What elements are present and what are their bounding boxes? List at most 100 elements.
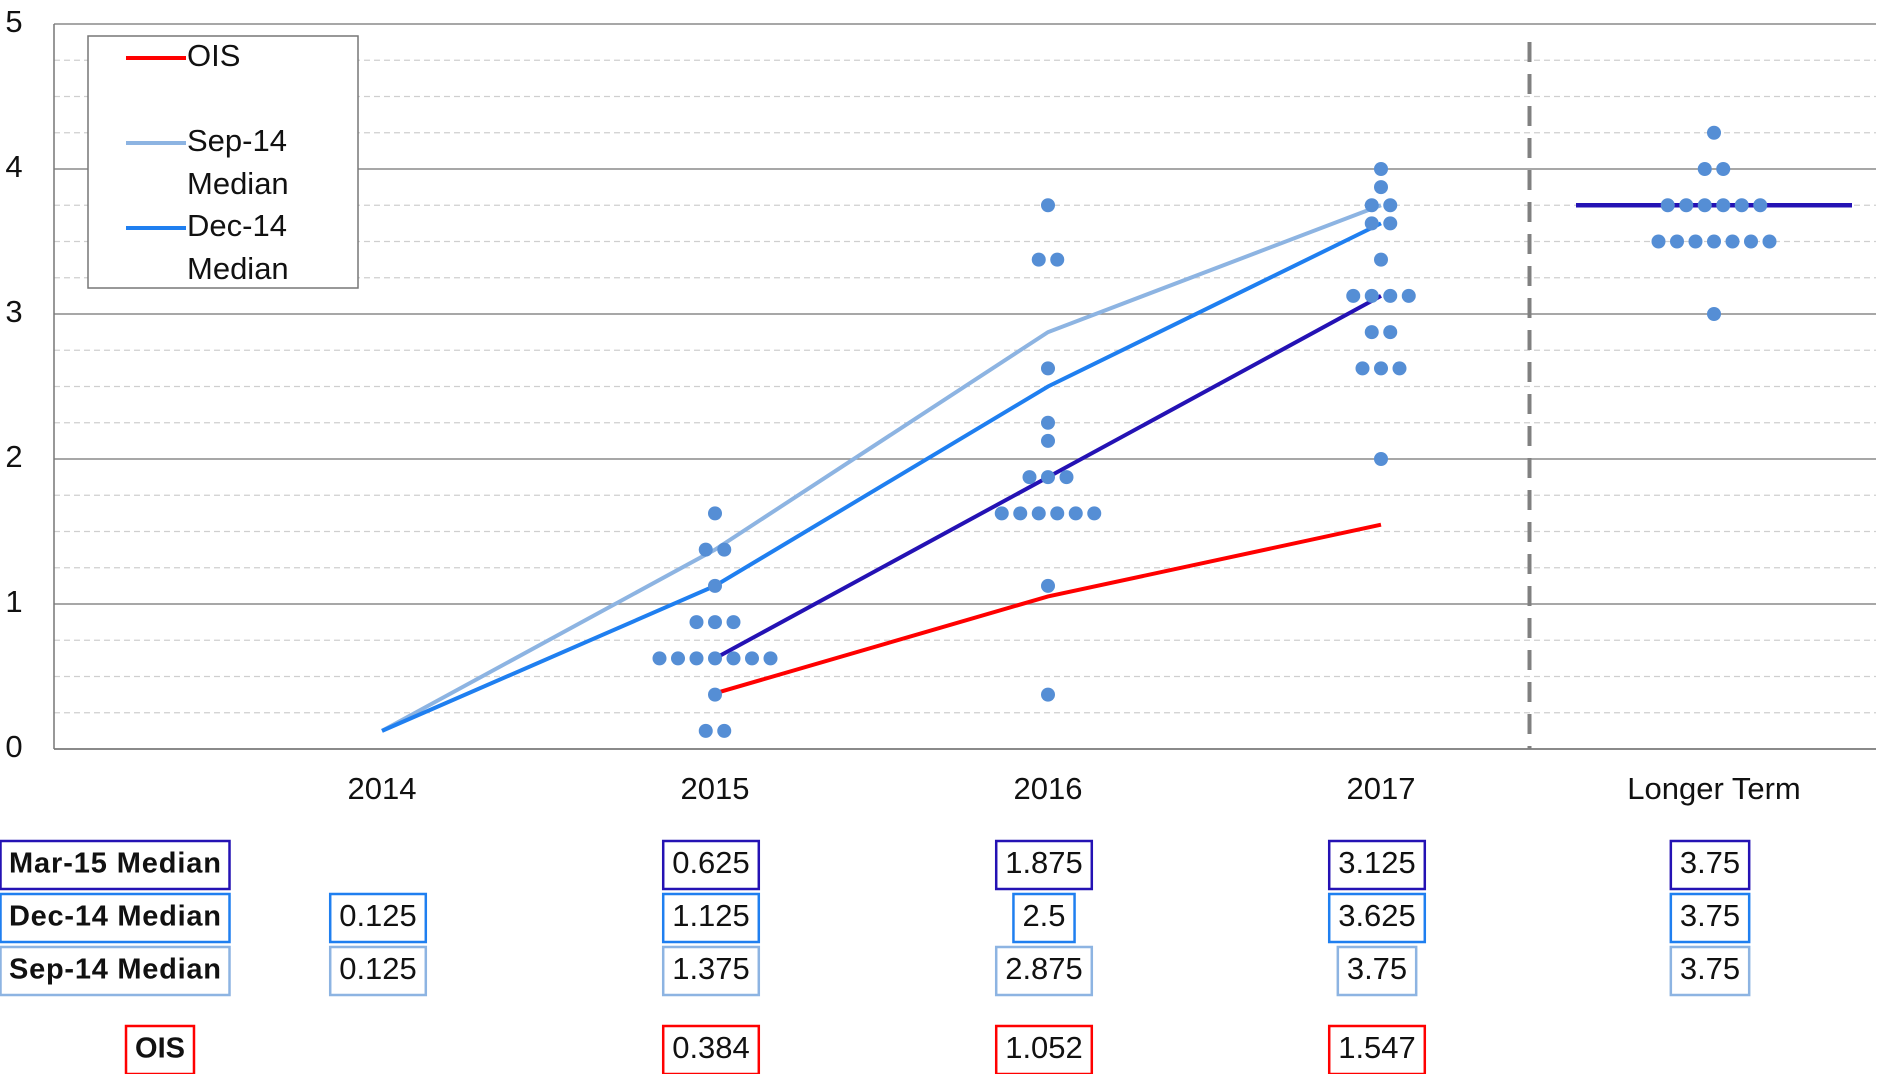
table-value: 3.75 (1680, 951, 1740, 986)
x-tick-label: 2017 (1347, 771, 1416, 806)
dot (1762, 234, 1777, 249)
dot (1707, 234, 1721, 249)
table-value: 1.375 (672, 951, 750, 986)
dot (1364, 325, 1379, 340)
x-tick-label: 2016 (1014, 771, 1083, 806)
dot (745, 651, 759, 666)
dot (1651, 234, 1666, 249)
dot (1401, 288, 1416, 303)
dot (1679, 198, 1694, 213)
dot (1087, 506, 1102, 521)
value-box (661, 945, 761, 997)
dot (717, 723, 732, 738)
value-box (328, 945, 428, 997)
dot (1364, 288, 1379, 303)
dot (1374, 180, 1388, 195)
dot (1716, 198, 1731, 213)
value-box (661, 1024, 761, 1074)
dot (1041, 361, 1055, 376)
value-box (0, 945, 231, 997)
row-label: Dec-14 Median (9, 901, 221, 933)
dot (1734, 198, 1749, 213)
dot (671, 651, 685, 666)
dot (708, 687, 722, 702)
dot (1670, 234, 1684, 249)
table-value: 0.125 (339, 898, 417, 933)
table-value: 0.125 (339, 951, 417, 986)
dot (1068, 506, 1083, 521)
dot (689, 651, 704, 666)
value-box (328, 892, 428, 944)
table-value: 1.875 (1005, 845, 1083, 880)
value-box (0, 892, 231, 944)
dot (1041, 415, 1055, 430)
dot (717, 542, 732, 557)
table-value: 0.625 (672, 845, 750, 880)
table-value: 1.125 (672, 898, 750, 933)
value-box (994, 945, 1094, 997)
legend-label: Sep-14 Median (187, 123, 289, 201)
dot (1041, 687, 1055, 702)
table-value: 3.125 (1338, 845, 1416, 880)
x-tick-label: Longer Term (1627, 771, 1800, 806)
dot (994, 506, 1009, 521)
dot (1031, 252, 1046, 267)
value-box (1669, 945, 1751, 997)
legend-box (87, 35, 359, 289)
dot (1050, 506, 1065, 521)
table-value: 2.875 (1005, 951, 1083, 986)
dot (1688, 234, 1703, 249)
value-box (1327, 1024, 1427, 1074)
dot (698, 723, 713, 738)
dot (1050, 252, 1065, 267)
dot (689, 615, 704, 630)
dot (1660, 198, 1675, 213)
dot (1753, 198, 1768, 213)
value-box (1336, 945, 1418, 997)
row-label: Sep-14 Median (9, 954, 221, 986)
median-line (381, 221, 1382, 733)
dot (708, 651, 722, 666)
table-value: 3.75 (1347, 951, 1407, 986)
value-box (661, 839, 761, 891)
dot (1374, 252, 1388, 267)
value-box (994, 839, 1094, 891)
dot (1031, 506, 1046, 521)
dot (763, 651, 778, 666)
dot (1392, 361, 1407, 376)
row-label: OIS (135, 1033, 185, 1065)
x-tick-label: 2014 (348, 771, 417, 806)
value-box (1012, 892, 1076, 944)
value-box (0, 839, 231, 891)
dot (1355, 361, 1370, 376)
y-tick-label: 0 (5, 729, 22, 764)
dot (1383, 325, 1398, 340)
value-box (661, 892, 761, 944)
dot (1041, 433, 1055, 448)
dot (1374, 162, 1388, 176)
dot (1346, 288, 1361, 303)
y-tick-label: 2 (5, 439, 22, 474)
dot (1707, 307, 1721, 321)
dot (1716, 162, 1731, 176)
dot (1383, 216, 1398, 231)
value-box (1327, 892, 1427, 944)
value-box (124, 1024, 196, 1074)
dot (1374, 452, 1388, 466)
dot (1041, 578, 1055, 593)
table-value: 2.5 (1022, 898, 1065, 933)
table-value: 1.547 (1338, 1030, 1416, 1065)
dot (1059, 470, 1074, 485)
dot (1013, 506, 1028, 521)
row-label: Mar-15 Median (9, 848, 221, 880)
dot (1725, 234, 1740, 249)
value-box (1669, 839, 1751, 891)
dot (1383, 288, 1398, 303)
legend-label: Dec-14 Median (187, 208, 289, 286)
dot (708, 578, 722, 593)
x-tick-label: 2015 (681, 771, 750, 806)
table-value: 1.052 (1005, 1030, 1083, 1065)
table-value: 3.75 (1680, 845, 1740, 880)
dot (652, 651, 667, 666)
